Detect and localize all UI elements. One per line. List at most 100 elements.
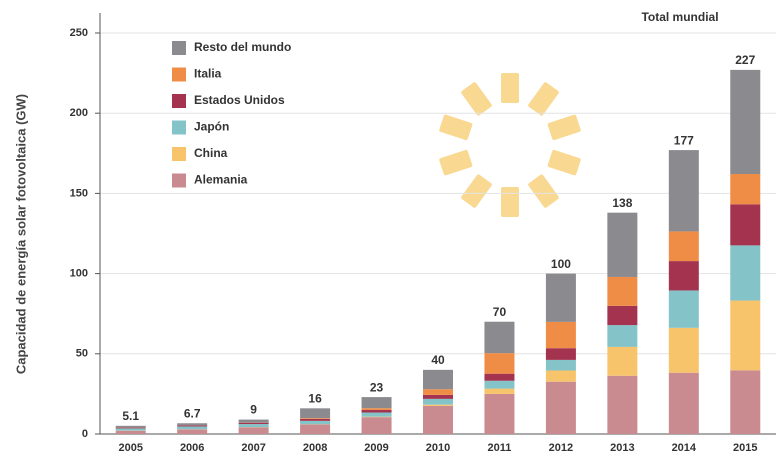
bar-segment — [607, 276, 638, 306]
y-axis-label: Capacidad de energía solar fotovoltaica … — [13, 94, 28, 374]
bar-segment — [177, 426, 208, 430]
bar-segment — [361, 397, 392, 409]
y-tick-label: 100 — [70, 268, 88, 280]
bar-segment — [361, 417, 392, 434]
bar-segment — [607, 325, 638, 347]
total-label: 6.7 — [184, 406, 201, 420]
bar-segment — [668, 231, 699, 262]
bar-segment — [238, 424, 269, 428]
bar-segment — [668, 327, 699, 373]
bar-segment — [238, 422, 269, 425]
total-label: 138 — [612, 196, 632, 210]
y-tick-label: 200 — [70, 107, 88, 119]
bar-segment — [607, 305, 638, 326]
bar-segment — [238, 427, 269, 434]
bar-segment — [300, 424, 331, 434]
bar-segment — [545, 348, 576, 360]
bar-segment — [177, 429, 208, 434]
x-tick-label: 2010 — [426, 442, 450, 454]
bar-segment — [361, 408, 392, 410]
legend-label: Japón — [194, 120, 229, 134]
bar-segment — [730, 69, 761, 174]
legend-swatch — [172, 147, 186, 161]
bar-segment — [545, 370, 576, 382]
y-tick-label: 150 — [70, 187, 88, 199]
legend-label: China — [194, 146, 228, 160]
x-tick-label: 2015 — [733, 442, 757, 454]
bar-segment — [423, 405, 453, 434]
bar-segment — [484, 388, 515, 394]
bar-segment — [177, 423, 208, 426]
bar-segment — [361, 412, 392, 417]
bar-segment — [607, 375, 638, 434]
bar-segment — [484, 321, 515, 354]
bar-segment — [545, 321, 576, 349]
total-label: 9 — [250, 403, 257, 417]
legend-swatch — [172, 94, 186, 108]
bar-segment — [668, 290, 699, 328]
x-tick-label: 2007 — [241, 442, 265, 454]
bar-segment — [607, 212, 638, 277]
legend-label: Italia — [194, 67, 222, 81]
bar-segment — [484, 353, 515, 374]
y-tick-label: 0 — [82, 428, 88, 440]
bar-segment — [668, 372, 699, 434]
bar-segment — [730, 204, 761, 246]
legend-swatch — [172, 41, 186, 55]
legend-swatch — [172, 67, 186, 82]
bar-segment — [423, 404, 453, 406]
bar-segment — [361, 409, 392, 413]
bar-segment — [115, 425, 146, 428]
bar-segment — [177, 425, 208, 427]
x-tick-label: 2005 — [118, 442, 142, 454]
y-tick-label: 50 — [76, 348, 88, 360]
legend-label: Alemania — [194, 173, 248, 187]
legend-swatch — [172, 120, 186, 135]
total-label: 5.1 — [122, 409, 139, 423]
bar-segment — [484, 393, 515, 434]
x-tick-label: 2013 — [610, 442, 634, 454]
bar-segment — [730, 245, 761, 301]
bar-segment — [730, 300, 761, 371]
bar-segment — [545, 381, 576, 434]
total-label: 40 — [431, 353, 445, 367]
x-tick-label: 2014 — [672, 442, 697, 454]
bar-segment — [484, 373, 515, 381]
sun-decoration — [439, 73, 581, 217]
legend-swatch — [172, 173, 186, 188]
x-tick-label: 2006 — [180, 442, 204, 454]
y-tick-label: 250 — [70, 27, 88, 39]
bar-segment — [545, 273, 576, 322]
total-label: 177 — [674, 133, 694, 147]
total-label: 100 — [551, 257, 571, 271]
x-tick-label: 2009 — [364, 442, 388, 454]
x-tick-label: 2008 — [303, 442, 327, 454]
x-tick-label: 2012 — [549, 442, 573, 454]
total-label: 23 — [370, 380, 384, 394]
total-label: 16 — [308, 392, 322, 406]
x-tick-label: 2011 — [488, 442, 512, 454]
bar-segment — [300, 408, 331, 419]
bar-segment — [668, 261, 699, 291]
bar-segment — [545, 359, 576, 371]
bar-segment — [115, 430, 146, 434]
bar-segment — [300, 418, 331, 419]
bar-segment — [238, 419, 269, 423]
bar-segment — [423, 389, 453, 395]
bar-segment — [730, 370, 761, 434]
total-label: 227 — [735, 53, 755, 67]
bar-segment — [668, 150, 699, 232]
bar-segment — [300, 418, 331, 421]
bar-segment — [484, 380, 515, 389]
bar-segment — [115, 427, 146, 429]
legend-label: Estados Unidos — [194, 93, 285, 107]
bar-segment — [423, 369, 453, 390]
bar-segment — [115, 428, 146, 431]
bar-segment — [300, 420, 331, 425]
total-label: 70 — [493, 305, 507, 319]
bar-segment — [423, 394, 453, 399]
legend-label: Resto del mundo — [194, 40, 291, 54]
bar-segment — [423, 398, 453, 405]
bar-segment — [607, 346, 638, 376]
